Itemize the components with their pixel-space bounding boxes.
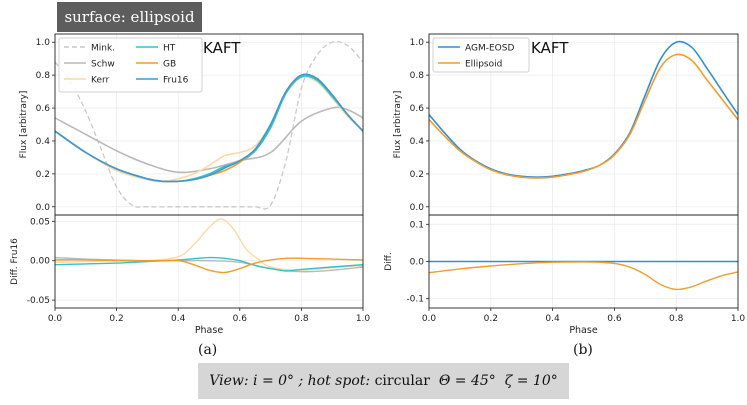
legend-label-ellipsoid: Ellipsoid — [465, 60, 502, 70]
panel-b-caption: (b) — [573, 342, 593, 358]
top-series-group — [429, 40, 738, 179]
bottom-axes-frame — [54, 214, 364, 309]
inclination-value: i = 0° — [253, 373, 295, 389]
x-tick-label: 0.2 — [109, 314, 123, 324]
x-tick-label: 1.0 — [731, 314, 746, 324]
y-tick-label-top: 0.0 — [36, 203, 51, 213]
diff-ellipsoid-line — [429, 261, 738, 291]
kaft-annotation: KAFT — [531, 39, 569, 57]
y-tick-label-top: 0.2 — [410, 170, 424, 180]
x-tick-label: 0.8 — [669, 314, 684, 324]
y-tick-label-top: 0.6 — [36, 104, 51, 114]
y-tick-label-top: 0.0 — [410, 203, 425, 213]
legend-label-fru16: Fru16 — [163, 76, 189, 86]
top-series-group — [55, 40, 363, 210]
x-tick-label: 0.6 — [233, 314, 248, 324]
series-fru16-line — [55, 73, 363, 183]
y-tick-label-bottom: 0.05 — [30, 217, 50, 227]
zeta-value: ζ = 10° — [504, 373, 558, 389]
x-tick-label: 1.0 — [356, 314, 371, 324]
y-axis-label-bottom: Diff. Fru16 — [10, 238, 20, 285]
legend-label-kerr: Kerr — [91, 76, 110, 86]
y-tick-label-bottom: -0.1 — [406, 295, 424, 305]
legend-label-agm-eosd: AGM-EOSD — [465, 44, 514, 54]
y-tick-label-top: 0.4 — [36, 137, 51, 147]
separator: ; — [298, 373, 304, 389]
series-ellipsoid-line — [429, 53, 738, 179]
y-tick-label-bottom: -0.05 — [27, 296, 50, 306]
x-tick-label: 0.2 — [484, 314, 498, 324]
y-tick-label-top: 1.0 — [36, 38, 51, 48]
legend-label-gb: GB — [163, 60, 176, 70]
view-parameters-box: View: i = 0° ; hot spot: circular Θ = 45… — [198, 363, 569, 399]
bottom-series-group — [429, 260, 738, 291]
surface-badge: surface: ellipsoid — [57, 2, 202, 32]
panel-a-caption: (a) — [198, 342, 218, 358]
series-kerr-line — [55, 76, 363, 183]
x-tick-label: 0.4 — [171, 314, 186, 324]
x-axis-label: Phase — [195, 325, 224, 336]
legend-label-schw: Schw — [91, 60, 115, 70]
y-tick-label-bottom: 0.0 — [410, 258, 425, 268]
hotspot-label: hot spot: — [307, 373, 371, 389]
x-tick-label: 0.0 — [48, 314, 63, 324]
x-axis-label: Phase — [569, 325, 598, 336]
diff-ht-line — [55, 256, 363, 272]
y-tick-label-bottom: 0.1 — [410, 220, 424, 230]
series-mink--line — [55, 40, 363, 210]
y-axis-label-top: Flux [arbitrary] — [393, 91, 403, 159]
diff-gb-line — [55, 257, 363, 274]
y-tick-label-top: 1.0 — [410, 38, 425, 48]
x-tick-label: 0.6 — [607, 314, 622, 324]
y-axis-label-bottom: Diff. — [384, 252, 394, 271]
hotspot-shape: circular — [374, 373, 430, 389]
series-schw-line — [55, 106, 363, 174]
y-tick-label-bottom: 0.00 — [30, 257, 50, 267]
theta-value: Θ = 45° — [438, 373, 496, 389]
view-label: View: — [209, 373, 249, 389]
x-tick-label: 0.8 — [294, 314, 309, 324]
bottom-series-group — [55, 218, 363, 274]
legend-label-mink-: Mink. — [91, 44, 115, 54]
panel-b: 0.0 0.2 0.4 0.6 0.8 1.0 0.0 0.2 0.4 0.6 0.8 1.0 0.1 0… — [384, 33, 746, 336]
diff-schw-line — [55, 256, 363, 273]
y-axis-label-top: Flux [arbitrary] — [19, 91, 29, 159]
kaft-annotation: KAFT — [203, 39, 241, 57]
y-tick-label-top: 0.8 — [410, 71, 425, 81]
y-tick-label-top: 0.4 — [410, 137, 425, 147]
legend-label-ht: HT — [163, 44, 176, 54]
panel-a: 0.0 0.2 0.4 0.6 0.8 1.0 0.0 0.2 0.4 0.6 0.8 1.0 0.05… — [10, 33, 371, 336]
legend-box — [58, 37, 203, 93]
x-tick-label: 0.4 — [545, 314, 560, 324]
y-tick-label-top: 0.6 — [410, 104, 425, 114]
y-tick-label-top: 0.2 — [36, 170, 50, 180]
x-tick-label: 0.0 — [422, 314, 437, 324]
y-tick-label-top: 0.8 — [36, 71, 51, 81]
diff-kerr-line — [55, 218, 363, 271]
